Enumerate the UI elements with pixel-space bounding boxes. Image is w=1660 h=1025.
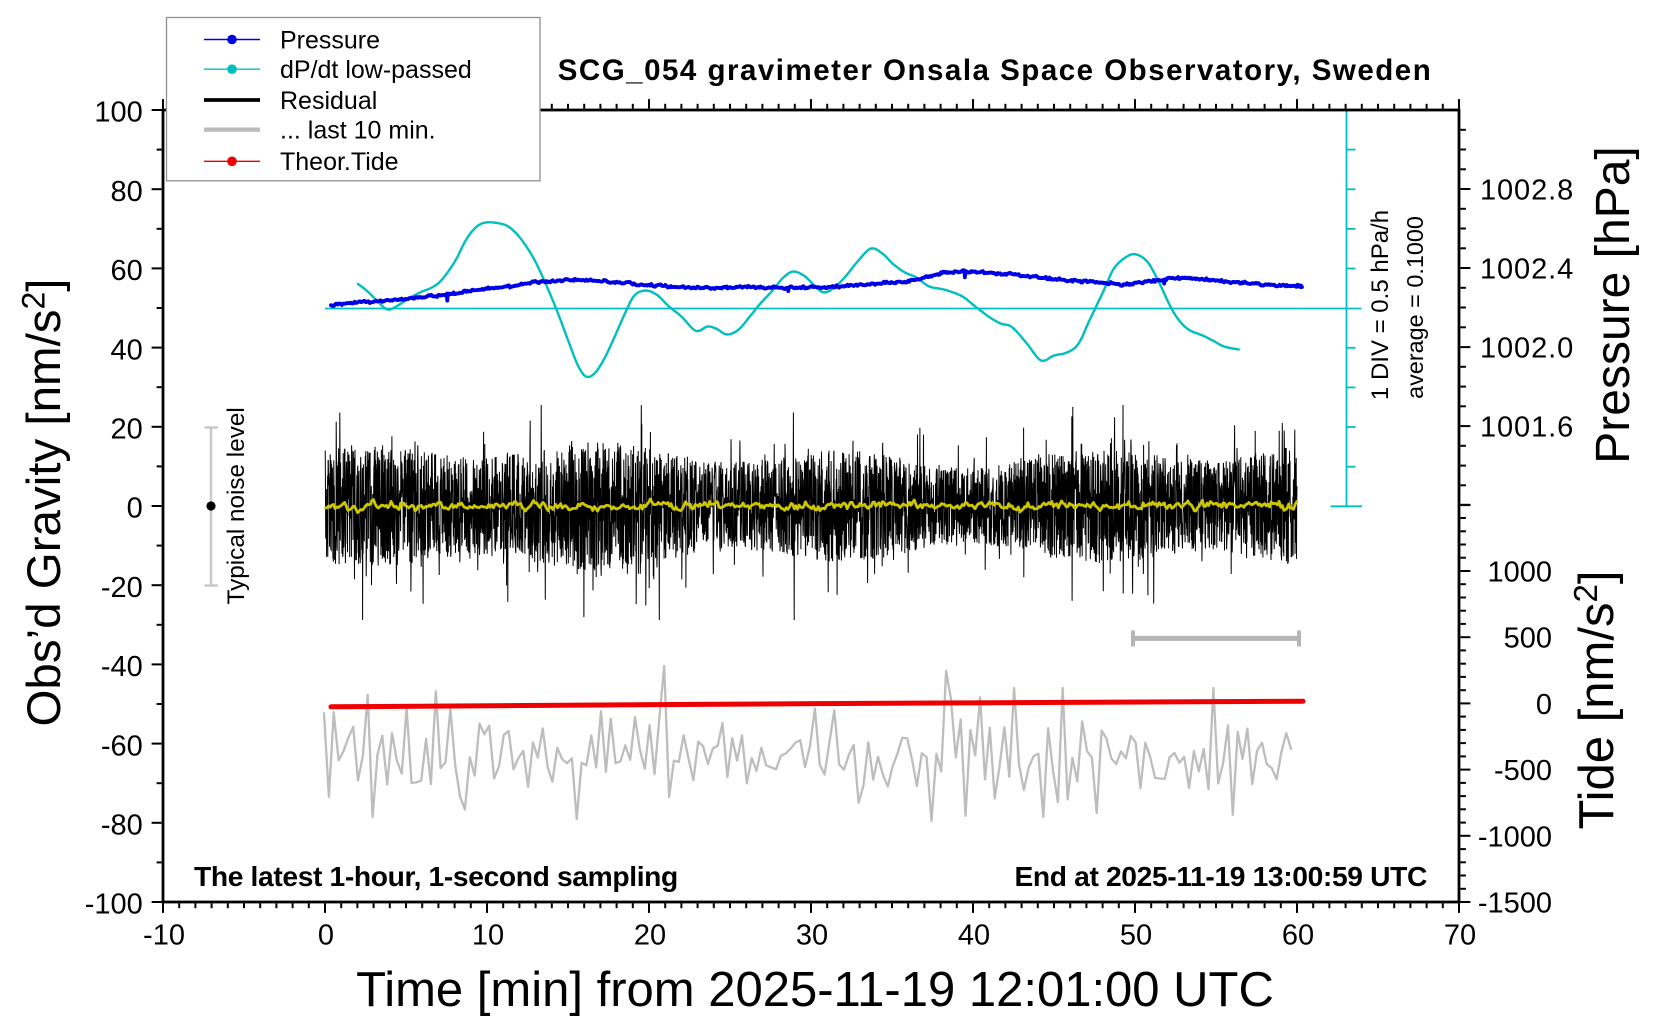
svg-text:1 DIV = 0.5 hPa/h: 1 DIV = 0.5 hPa/h xyxy=(1367,210,1394,400)
svg-text:1001.6: 1001.6 xyxy=(1480,412,1574,444)
svg-text:Theor.Tide: Theor.Tide xyxy=(280,148,399,176)
svg-text:70: 70 xyxy=(1444,920,1476,952)
svg-text:1002.8: 1002.8 xyxy=(1480,175,1574,207)
svg-text:20: 20 xyxy=(634,920,666,952)
svg-text:1000: 1000 xyxy=(1487,557,1552,589)
svg-text:... last 10 min.: ... last 10 min. xyxy=(280,117,436,145)
svg-text:Pressure [hPa]: Pressure [hPa] xyxy=(1587,146,1640,463)
svg-text:80: 80 xyxy=(111,176,143,208)
svg-text:60: 60 xyxy=(1282,920,1314,952)
svg-text:Time [min] from 2025-11-19 12:: Time [min] from 2025-11-19 12:01:00 UTC xyxy=(356,963,1274,1017)
svg-text:-10: -10 xyxy=(143,920,185,952)
svg-text:-20: -20 xyxy=(101,572,143,604)
svg-text:-500: -500 xyxy=(1494,755,1552,787)
svg-text:-1500: -1500 xyxy=(1478,888,1552,920)
svg-text:40: 40 xyxy=(111,334,143,366)
svg-text:-40: -40 xyxy=(101,651,143,683)
svg-text:-80: -80 xyxy=(101,810,143,842)
svg-text:-60: -60 xyxy=(101,730,143,762)
svg-text:average = 0.1000: average = 0.1000 xyxy=(1402,216,1428,399)
svg-text:End at 2025-11-19 13:00:59 UTC: End at 2025-11-19 13:00:59 UTC xyxy=(1014,860,1427,892)
svg-text:10: 10 xyxy=(472,920,504,952)
svg-text:40: 40 xyxy=(958,920,990,952)
svg-text:30: 30 xyxy=(796,920,828,952)
svg-text:1002.4: 1002.4 xyxy=(1480,254,1574,286)
svg-text:500: 500 xyxy=(1504,623,1552,655)
svg-text:0: 0 xyxy=(318,920,334,952)
svg-text:Typical noise level: Typical noise level xyxy=(223,407,250,604)
svg-text:100: 100 xyxy=(94,97,142,129)
svg-text:1002.0: 1002.0 xyxy=(1480,333,1574,365)
svg-text:Tide [nm/s2]: Tide [nm/s2] xyxy=(1567,571,1624,830)
svg-text:Residual: Residual xyxy=(280,87,377,115)
svg-text:The latest 1-hour, 1-second sa: The latest 1-hour, 1-second sampling xyxy=(194,860,678,892)
svg-text:60: 60 xyxy=(111,255,143,287)
svg-text:Obs’d Gravity [nm/s2]: Obs’d Gravity [nm/s2] xyxy=(16,278,72,726)
svg-text:Pressure: Pressure xyxy=(280,26,380,54)
svg-text:SCG_054 gravimeter Onsala Spac: SCG_054 gravimeter Onsala Space Observat… xyxy=(558,54,1432,87)
svg-text:20: 20 xyxy=(111,414,143,446)
svg-text:dP/dt low-passed: dP/dt low-passed xyxy=(280,56,472,84)
svg-text:0: 0 xyxy=(127,493,143,525)
svg-text:0: 0 xyxy=(1536,689,1552,721)
svg-text:-1000: -1000 xyxy=(1478,821,1552,853)
svg-text:-100: -100 xyxy=(85,889,143,921)
svg-text:50: 50 xyxy=(1120,920,1152,952)
